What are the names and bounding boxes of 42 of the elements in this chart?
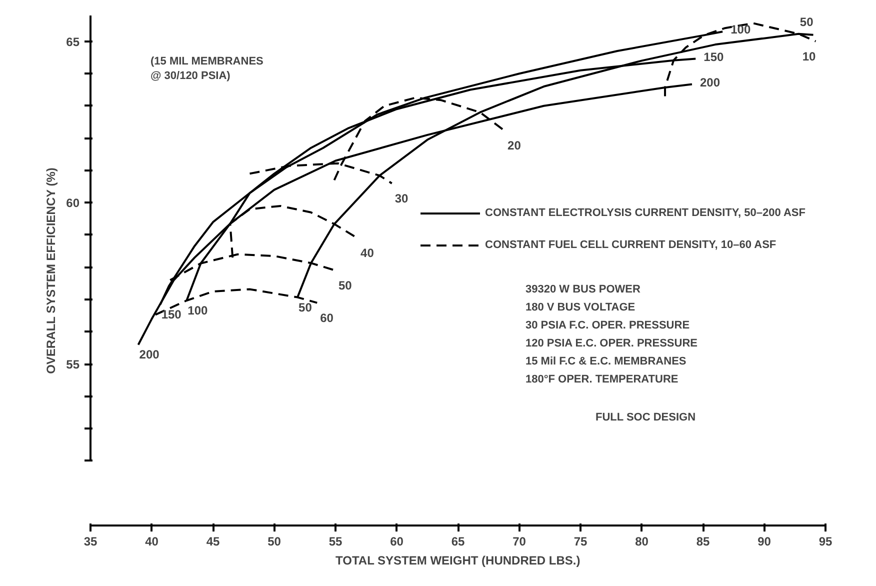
series-label: 100 xyxy=(188,304,208,318)
annotation: 39320 W BUS POWER xyxy=(526,284,640,296)
x-tick-label: 45 xyxy=(206,534,220,548)
x-tick-label: 60 xyxy=(390,534,404,548)
annotation: 120 PSIA E.C. OPER. PRESSURE xyxy=(526,338,698,350)
x-tick-label: 65 xyxy=(451,534,465,548)
series-label: 50 xyxy=(338,278,352,292)
y-tick-label: 55 xyxy=(66,358,80,372)
x-tick-label: 75 xyxy=(574,534,588,548)
series-label: 50 xyxy=(298,300,312,314)
annotation: CONSTANT ELECTROLYSIS CURRENT DENSITY, 50–200 ASF xyxy=(485,207,806,219)
x-tick-label: 35 xyxy=(84,534,98,548)
series-label: 60 xyxy=(320,310,334,325)
annotation: 30 PSIA F.C. OPER. PRESSURE xyxy=(526,320,690,332)
x-tick-label: 90 xyxy=(758,534,772,548)
x-axis-title: TOTAL SYSTEM WEIGHT (HUNDRED LBS.) xyxy=(336,554,580,568)
x-tick-label: 70 xyxy=(512,534,526,548)
text: 50 xyxy=(800,14,814,29)
x-tick-label: 50 xyxy=(268,534,282,548)
x-tick-label: 40 xyxy=(145,534,159,548)
annotation: 180 V BUS VOLTAGE xyxy=(526,302,636,314)
series-label: 20 xyxy=(508,138,522,153)
series-label: 40 xyxy=(360,246,374,260)
annotation: 15 Mil F.C & E.C. MEMBRANES xyxy=(526,356,686,368)
text: 150 xyxy=(704,50,724,64)
x-tick-label: 80 xyxy=(635,534,649,548)
text: 200 xyxy=(700,75,720,90)
annotation: CONSTANT FUEL CELL CURRENT DENSITY, 10–60 ASF xyxy=(485,239,776,251)
series-label: 10 xyxy=(802,49,816,64)
y-axis-title: OVERALL SYSTEM EFFICIENCY (%) xyxy=(44,168,58,374)
text: 100 xyxy=(730,22,751,37)
series-label: 200 xyxy=(139,348,160,362)
x-tick-label: 95 xyxy=(818,534,832,548)
x-tick-label: 85 xyxy=(696,534,710,548)
annotation: (15 MIL MEMBRANES @ 30/120 PSIA) xyxy=(150,56,264,82)
y-tick-label: 60 xyxy=(66,196,80,210)
series-label: 30 xyxy=(394,191,409,206)
annotation: 180°F OPER. TEMPERATURE xyxy=(526,374,678,386)
x-tick-label: 55 xyxy=(328,534,342,548)
series-label: 150 xyxy=(161,307,182,322)
y-tick-label: 65 xyxy=(66,34,80,49)
annotation: FULL SOC DESIGN xyxy=(596,412,696,424)
